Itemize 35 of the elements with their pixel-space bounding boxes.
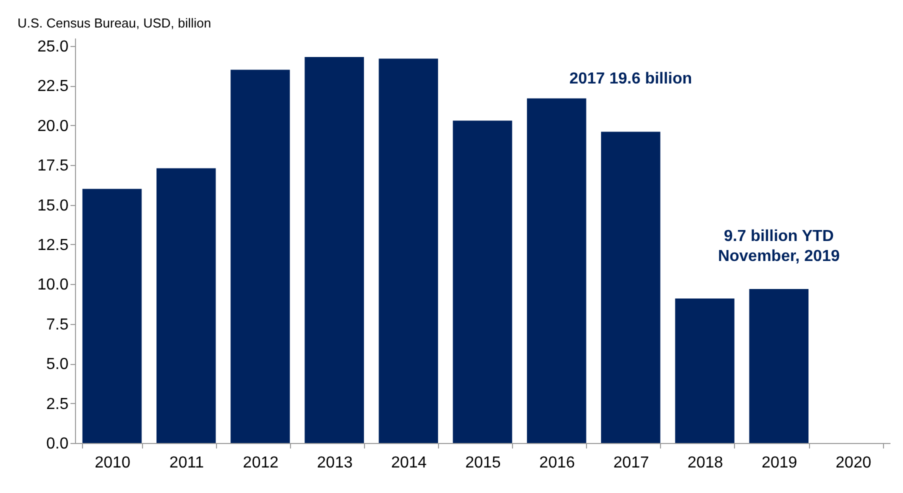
x-tick-label: 2012 (242, 454, 279, 472)
annotation: 9.7 billion YTD November, 2019 (718, 228, 840, 265)
x-tick-label: 2020 (836, 454, 872, 472)
x-tick-label: 2010 (94, 454, 130, 472)
y-tick-label: 10.0 (37, 276, 69, 294)
y-tick-label: 7.5 (46, 316, 69, 334)
y-tick-label: 15.0 (37, 197, 69, 214)
bar (675, 298, 734, 443)
x-tick-label: 2016 (539, 454, 575, 472)
annotation: 2017 19.6 billion (569, 70, 692, 88)
bar (230, 70, 290, 443)
y-tick-label: 22.5 (37, 78, 69, 96)
y-tick-label: 0.0 (46, 436, 69, 452)
bar (378, 58, 438, 443)
bar (82, 188, 142, 443)
bar (601, 132, 660, 443)
x-tick-label: 2014 (391, 454, 427, 472)
x-tick-label: 2011 (169, 454, 204, 472)
bar (304, 57, 364, 443)
y-tick-label: 20.0 (37, 118, 69, 135)
y-tick-label: 2.5 (46, 396, 69, 413)
bar (452, 120, 512, 443)
bar (749, 288, 808, 443)
x-tick-label: 2013 (317, 454, 353, 472)
bar (526, 98, 586, 443)
x-tick-label: 2015 (465, 454, 501, 472)
y-tick-label: 5.0 (46, 356, 69, 374)
y-tick-label: 25.0 (37, 38, 69, 56)
x-tick-label: 2017 (613, 454, 650, 472)
y-tick-label: 12.5 (37, 236, 69, 254)
x-tick-label: 2019 (762, 454, 798, 472)
y-axis-title: U.S. Census Bureau, USD, billion (18, 16, 212, 30)
y-tick-label: 17.5 (37, 158, 69, 175)
bar (156, 168, 216, 443)
x-tick-label: 2018 (687, 454, 724, 472)
